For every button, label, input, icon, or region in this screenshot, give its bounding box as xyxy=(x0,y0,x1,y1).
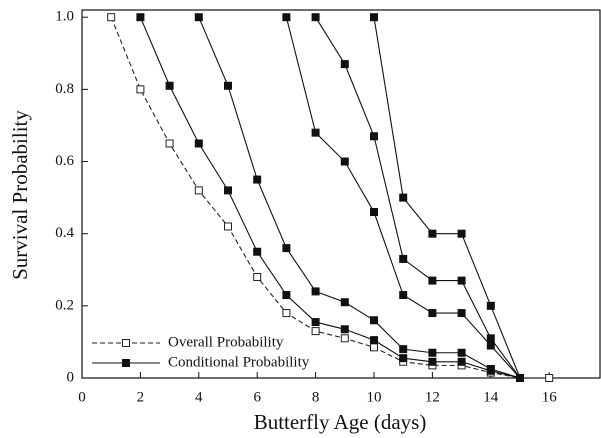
marker xyxy=(428,229,437,238)
marker xyxy=(311,327,320,336)
marker xyxy=(399,193,408,202)
x-tick-label: 16 xyxy=(542,389,558,405)
legend-label: Conditional Probability xyxy=(168,354,310,370)
marker xyxy=(428,348,437,357)
x-tick-label: 12 xyxy=(425,389,440,405)
marker xyxy=(165,139,174,148)
marker xyxy=(369,13,378,22)
marker xyxy=(457,357,466,366)
x-tick-label: 14 xyxy=(483,389,499,405)
x-tick-label: 4 xyxy=(195,389,203,405)
marker xyxy=(194,186,203,195)
marker xyxy=(165,81,174,90)
marker xyxy=(428,276,437,285)
y-tick-label: 0 xyxy=(67,369,75,385)
marker xyxy=(399,291,408,300)
marker xyxy=(340,60,349,69)
marker xyxy=(194,13,203,22)
marker xyxy=(369,343,378,352)
marker xyxy=(282,13,291,22)
marker xyxy=(369,336,378,345)
marker xyxy=(486,341,495,350)
marker xyxy=(457,348,466,357)
series-line xyxy=(198,17,521,379)
marker xyxy=(486,334,495,343)
marker xyxy=(253,272,262,281)
marker xyxy=(399,254,408,263)
x-axis-title: Butterfly Age (days) xyxy=(254,410,427,434)
marker xyxy=(311,287,320,296)
series-line xyxy=(110,17,550,379)
marker xyxy=(545,374,554,382)
marker xyxy=(311,318,320,327)
legend-label: Overall Probability xyxy=(168,334,284,350)
legend-marker xyxy=(122,359,130,367)
marker xyxy=(223,81,232,90)
marker xyxy=(136,85,145,94)
marker xyxy=(136,13,145,22)
marker xyxy=(486,301,495,310)
marker xyxy=(107,13,116,22)
x-tick-label: 2 xyxy=(137,389,145,405)
x-tick-label: 8 xyxy=(312,389,320,405)
x-tick-label: 0 xyxy=(78,389,86,405)
x-tick-label: 10 xyxy=(366,389,381,405)
series-line xyxy=(139,17,521,379)
marker xyxy=(369,208,378,217)
marker xyxy=(486,364,495,373)
marker xyxy=(253,175,262,184)
y-tick-label: 0.2 xyxy=(55,297,74,313)
marker xyxy=(282,244,291,253)
marker xyxy=(428,309,437,318)
y-tick-label: 0.6 xyxy=(55,153,74,169)
marker xyxy=(457,229,466,238)
marker xyxy=(428,357,437,366)
marker xyxy=(194,139,203,148)
y-tick-label: 0.4 xyxy=(55,225,74,241)
marker xyxy=(340,325,349,334)
marker xyxy=(282,291,291,300)
marker xyxy=(340,157,349,166)
marker xyxy=(399,345,408,354)
marker xyxy=(311,13,320,22)
marker xyxy=(399,354,408,363)
marker xyxy=(457,276,466,285)
marker xyxy=(340,334,349,343)
y-tick-label: 0.8 xyxy=(55,81,74,97)
marker xyxy=(457,309,466,318)
series-line xyxy=(315,16,521,379)
legend-marker xyxy=(122,339,130,347)
marker xyxy=(340,298,349,307)
marker xyxy=(311,128,320,137)
marker xyxy=(223,186,232,195)
marker xyxy=(223,222,232,231)
y-tick-label: 1.0 xyxy=(55,9,74,25)
marker xyxy=(282,309,291,318)
marker xyxy=(515,374,524,382)
marker xyxy=(369,132,378,141)
plot-frame xyxy=(81,9,601,379)
x-tick-label: 6 xyxy=(253,389,261,405)
series-line xyxy=(373,17,521,379)
marker xyxy=(253,247,262,256)
marker xyxy=(369,316,378,325)
y-axis-title: Survival Probability xyxy=(8,110,32,280)
